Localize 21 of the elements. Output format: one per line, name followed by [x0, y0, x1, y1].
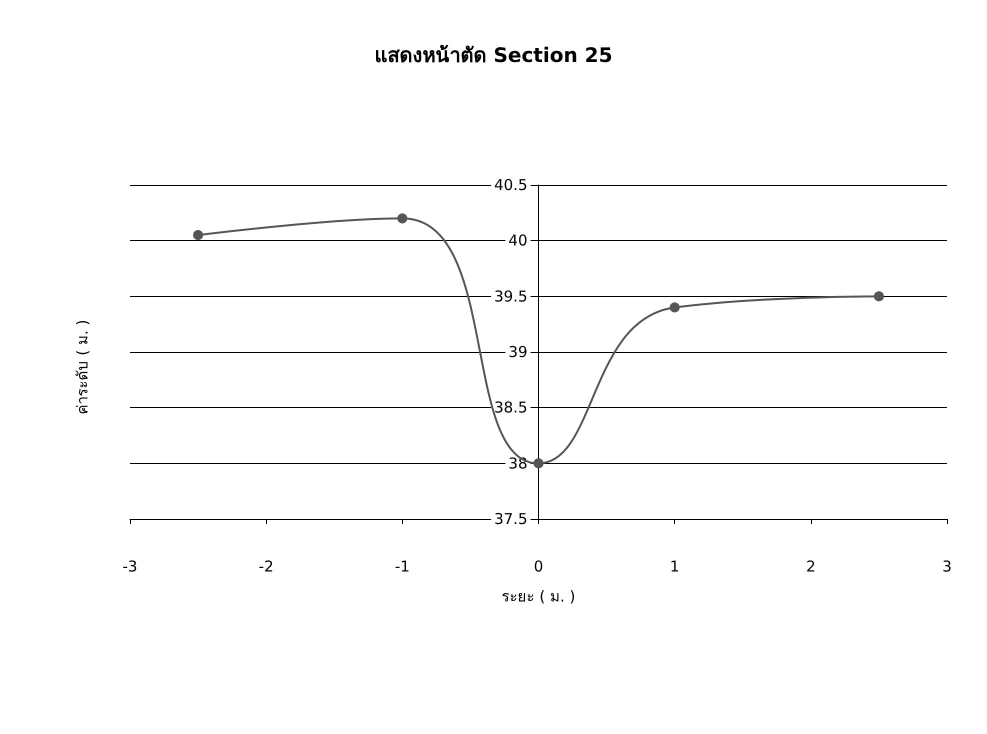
- point: [670, 302, 680, 312]
- chart-title: แสดงหน้าตัด Section 25: [374, 43, 612, 67]
- x-axis-title: ระยะ ( ม. ): [502, 588, 576, 606]
- y-tick-label: 40: [508, 232, 528, 250]
- point: [534, 458, 544, 468]
- point: [193, 230, 204, 240]
- y-tick-label: 39.5: [494, 287, 528, 306]
- x-tick-label: 0: [534, 558, 544, 576]
- y-tick-label: 39: [508, 343, 528, 361]
- y-tick-label: 38.5: [494, 398, 528, 417]
- y-tick-label: 40.5: [494, 176, 528, 194]
- point: [397, 213, 408, 224]
- point: [874, 291, 884, 302]
- y-axis-title: ค่าระดับ ( ม. ): [74, 320, 92, 414]
- x-tick-label: 3: [942, 558, 952, 576]
- x-tick-label: -2: [258, 558, 274, 576]
- x-tick-label: -1: [394, 558, 410, 576]
- y-tick-label: 37.5: [494, 510, 528, 528]
- x-tick-label: 2: [806, 558, 816, 576]
- x-tick-label: 1: [670, 558, 680, 576]
- x-tick-label: -3: [122, 558, 138, 576]
